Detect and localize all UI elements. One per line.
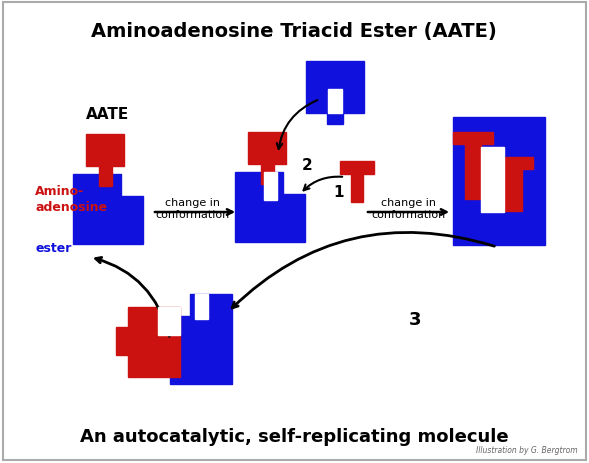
Text: Illustration by G. Bergtrom: Illustration by G. Bergtrom: [477, 445, 578, 454]
Polygon shape: [170, 294, 232, 384]
Bar: [263, 173, 276, 200]
Bar: [195, 294, 208, 319]
Bar: [306, 62, 364, 114]
Polygon shape: [73, 175, 143, 244]
Polygon shape: [248, 133, 286, 185]
Bar: [328, 90, 342, 114]
Bar: [158, 307, 180, 335]
Text: 1: 1: [333, 185, 343, 200]
Text: 3: 3: [409, 310, 421, 328]
Polygon shape: [453, 133, 493, 200]
Text: change in
conformation: change in conformation: [155, 198, 229, 219]
Polygon shape: [493, 158, 533, 212]
Text: AATE: AATE: [87, 107, 130, 122]
Bar: [128, 307, 180, 377]
Bar: [116, 327, 130, 355]
Text: Amino-
adenosine: Amino- adenosine: [35, 185, 107, 213]
Polygon shape: [340, 162, 374, 202]
Bar: [481, 148, 504, 213]
Text: ester: ester: [35, 242, 71, 255]
Bar: [327, 114, 343, 125]
Text: 2: 2: [302, 158, 313, 173]
Polygon shape: [86, 135, 124, 187]
Text: change in
conformation: change in conformation: [371, 198, 445, 219]
Polygon shape: [235, 173, 305, 243]
Text: Aminoadenosine Triacid Ester (AATE): Aminoadenosine Triacid Ester (AATE): [91, 22, 497, 41]
Bar: [453, 118, 545, 245]
Text: An autocatalytic, self-replicating molecule: An autocatalytic, self-replicating molec…: [80, 427, 508, 445]
